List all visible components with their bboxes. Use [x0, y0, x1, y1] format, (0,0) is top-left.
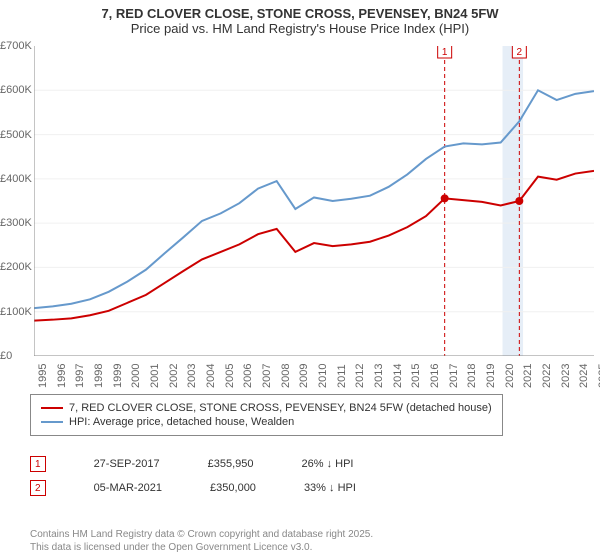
x-tick-label: 2022: [541, 364, 553, 388]
legend-item: 7, RED CLOVER CLOSE, STONE CROSS, PEVENS…: [41, 401, 492, 415]
x-tick-label: 2020: [504, 364, 516, 388]
x-tick-label: 2016: [429, 364, 441, 388]
legend-swatch: [41, 421, 63, 423]
svg-text:2: 2: [517, 47, 523, 58]
y-tick-label: £500K: [0, 129, 32, 141]
y-tick-label: £300K: [0, 217, 32, 229]
chart-subtitle: Price paid vs. HM Land Registry's House …: [0, 21, 600, 36]
x-tick-label: 2001: [149, 364, 161, 388]
x-tick-label: 2024: [578, 364, 590, 388]
plot-svg: 12: [34, 46, 594, 356]
chart-area: 12 £0£100K£200K£300K£400K£500K£600K£700K…: [34, 46, 594, 356]
footer-licence: This data is licensed under the Open Gov…: [30, 541, 373, 554]
title-block: 7, RED CLOVER CLOSE, STONE CROSS, PEVENS…: [0, 0, 600, 38]
transaction-delta: 26% ↓ HPI: [302, 458, 354, 470]
x-tick-label: 1996: [56, 364, 68, 388]
legend-label: 7, RED CLOVER CLOSE, STONE CROSS, PEVENS…: [69, 402, 492, 414]
transaction-date: 05-MAR-2021: [94, 482, 162, 494]
x-tick-label: 2010: [317, 364, 329, 388]
x-tick-label: 2006: [242, 364, 254, 388]
y-tick-label: £100K: [0, 306, 32, 318]
x-tick-label: 2023: [560, 364, 572, 388]
chart-container: 7, RED CLOVER CLOSE, STONE CROSS, PEVENS…: [0, 0, 600, 560]
legend: 7, RED CLOVER CLOSE, STONE CROSS, PEVENS…: [30, 394, 503, 436]
marker-badge: 1: [30, 456, 46, 472]
legend-swatch: [41, 407, 63, 409]
transaction-table: 1 27-SEP-2017 £355,950 26% ↓ HPI 2 05-MA…: [30, 452, 356, 500]
x-tick-label: 2021: [522, 364, 534, 388]
chart-title: 7, RED CLOVER CLOSE, STONE CROSS, PEVENS…: [0, 6, 600, 21]
marker-badge: 2: [30, 480, 46, 496]
y-tick-label: £400K: [0, 173, 32, 185]
x-tick-label: 2002: [168, 364, 180, 388]
x-tick-label: 2015: [410, 364, 422, 388]
footer: Contains HM Land Registry data © Crown c…: [30, 528, 373, 554]
x-tick-label: 2018: [466, 364, 478, 388]
x-tick-label: 2011: [336, 364, 348, 388]
x-tick-label: 2014: [392, 364, 404, 388]
x-tick-label: 1998: [93, 364, 105, 388]
x-tick-label: 2007: [261, 364, 273, 388]
y-tick-label: £600K: [0, 84, 32, 96]
table-row: 1 27-SEP-2017 £355,950 26% ↓ HPI: [30, 452, 356, 476]
y-tick-label: £700K: [0, 40, 32, 52]
x-tick-label: 2019: [485, 364, 497, 388]
svg-text:1: 1: [442, 47, 448, 58]
footer-copyright: Contains HM Land Registry data © Crown c…: [30, 528, 373, 541]
y-tick-label: £200K: [0, 261, 32, 273]
x-tick-label: 2005: [224, 364, 236, 388]
x-tick-label: 2004: [205, 364, 217, 388]
x-tick-label: 2008: [280, 364, 292, 388]
x-tick-label: 2000: [130, 364, 142, 388]
transaction-price: £355,950: [208, 458, 254, 470]
x-tick-label: 2009: [298, 364, 310, 388]
transaction-date: 27-SEP-2017: [94, 458, 160, 470]
x-tick-label: 2017: [448, 364, 460, 388]
x-tick-label: 2013: [373, 364, 385, 388]
transaction-delta: 33% ↓ HPI: [304, 482, 356, 494]
legend-label: HPI: Average price, detached house, Weal…: [69, 416, 294, 428]
x-tick-label: 2012: [354, 364, 366, 388]
x-tick-label: 1999: [112, 364, 124, 388]
x-tick-label: 1995: [37, 364, 49, 388]
x-tick-label: 1997: [74, 364, 86, 388]
y-tick-label: £0: [0, 350, 12, 362]
transaction-price: £350,000: [210, 482, 256, 494]
legend-item: HPI: Average price, detached house, Weal…: [41, 415, 492, 429]
table-row: 2 05-MAR-2021 £350,000 33% ↓ HPI: [30, 476, 356, 500]
x-tick-label: 2003: [186, 364, 198, 388]
